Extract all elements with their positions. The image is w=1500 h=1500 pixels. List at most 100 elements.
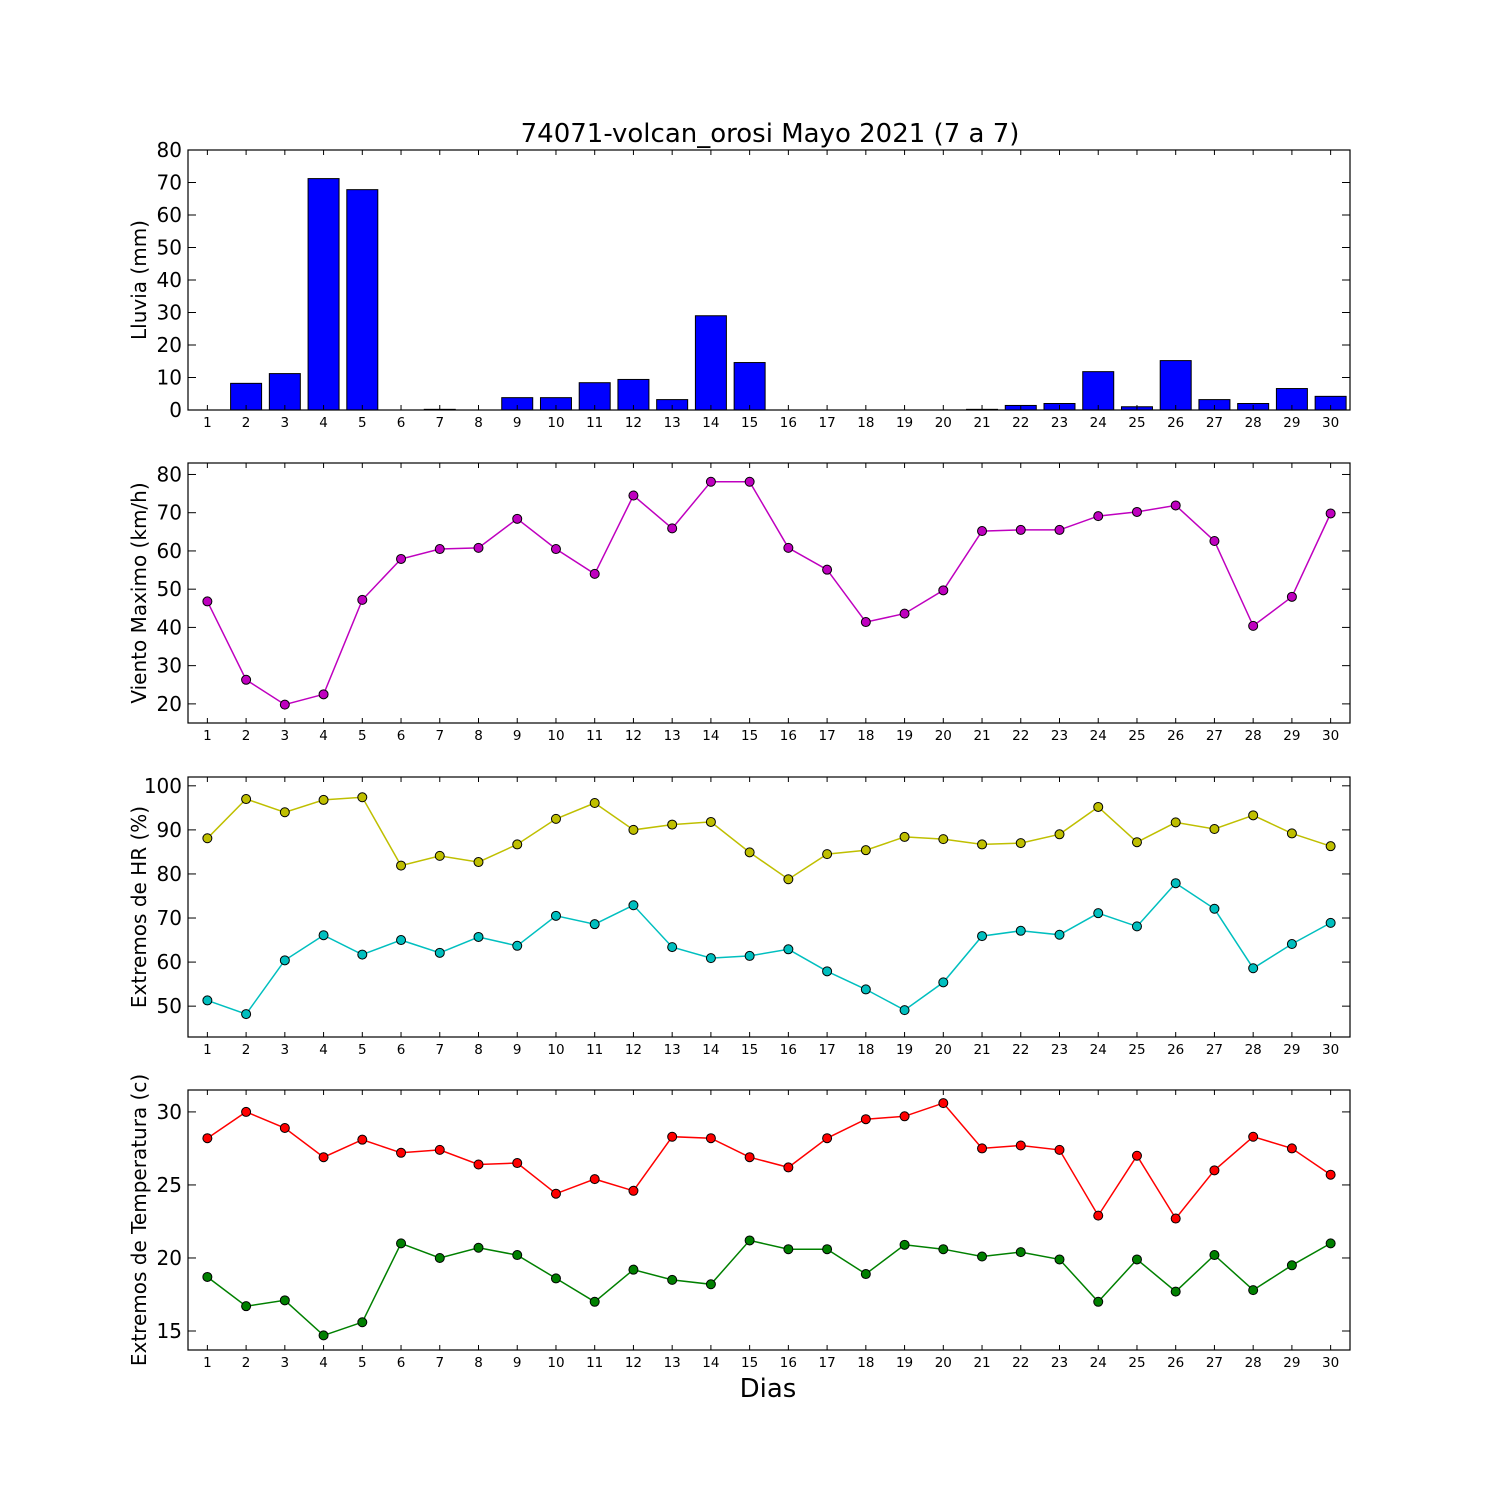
point-hr-series-2-day-1 [202,995,213,1006]
point-hr-series-1-day-24 [1093,801,1104,812]
point-hr-series-2-day-15 [744,950,755,961]
plot-frame-viento [187,462,1351,724]
point-temperatura-series-2-day-8 [473,1242,484,1253]
y-tick-label-lluvia-60: 60 [157,203,182,227]
point-temperatura-series-1-day-21 [977,1143,988,1154]
y-tick-label-viento-40: 40 [157,615,182,639]
x-tick-label-lluvia-10: 10 [547,415,564,431]
x-tick-label-lluvia-3: 3 [281,415,290,431]
x-axis-label: Dias [740,1374,797,1404]
point-hr-series-1-day-29 [1286,828,1297,839]
point-temperatura-series-1-day-25 [1131,1150,1142,1161]
x-tick-label-viento-5: 5 [358,728,367,744]
x-tick-label-hr-19: 19 [896,1042,913,1058]
point-hr-series-2-day-8 [473,931,484,942]
point-hr-series-2-day-30 [1325,917,1336,928]
point-hr-series-1-day-20 [938,834,949,845]
point-viento-series-1-day-23 [1054,524,1065,535]
point-temperatura-series-1-day-10 [550,1188,561,1199]
x-tick-label-lluvia-25: 25 [1128,415,1145,431]
x-tick-label-lluvia-23: 23 [1051,415,1068,431]
y-tick-label-hr-100: 100 [144,774,182,798]
point-temperatura-series-1-day-11 [589,1174,600,1185]
point-viento-series-1-day-27 [1209,536,1220,546]
x-tick-label-viento-23: 23 [1051,728,1068,744]
point-hr-series-1-day-14 [705,816,716,827]
x-tick-label-lluvia-14: 14 [702,415,719,431]
point-temperatura-series-2-day-22 [1015,1247,1026,1258]
x-tick-label-viento-17: 17 [819,728,836,744]
x-tick-label-lluvia-12: 12 [625,415,642,431]
point-hr-series-2-day-18 [860,984,871,995]
x-tick-label-hr-3: 3 [281,1042,290,1058]
line-hr-series-1 [206,796,1331,881]
x-tick-label-temperatura-27: 27 [1206,1355,1223,1371]
point-temperatura-series-2-day-3 [279,1295,290,1306]
x-tick-label-lluvia-9: 9 [513,415,522,431]
x-tick-label-temperatura-3: 3 [281,1355,290,1371]
x-tick-label-viento-11: 11 [586,728,603,744]
x-tick-label-hr-11: 11 [586,1042,603,1058]
point-temperatura-series-1-day-20 [938,1098,949,1109]
point-hr-series-1-day-10 [550,813,561,824]
panel-viento: 1 2 3 4 5 6 7 8 9 10 11 12 13 14 15 16 17 18 19 20 21 22 23 24 2… [127,462,1351,744]
point-viento-series-1-day-4 [318,689,329,700]
point-hr-series-2-day-29 [1286,939,1297,950]
chart-panels: 1 2 3 4 5 6 7 8 9 10 11 12 13 14 15 16 17 18 19 20 21 22 23 24 2… [127,138,1351,1371]
x-tick-label-viento-28: 28 [1245,728,1262,744]
y-tick-label-viento-60: 60 [157,539,182,563]
x-tick-label-viento-12: 12 [625,728,642,744]
bar-lluvia-day-4 [307,178,340,411]
point-hr-series-1-day-19 [899,831,910,842]
point-temperatura-series-1-day-28 [1248,1131,1259,1142]
point-viento-series-1-day-15 [744,476,755,487]
x-tick-label-lluvia-21: 21 [973,415,990,431]
x-tick-label-temperatura-25: 25 [1128,1355,1145,1371]
point-viento-series-1-day-18 [860,617,871,628]
x-tick-label-hr-18: 18 [857,1042,874,1058]
point-temperatura-series-1-day-3 [279,1122,290,1133]
point-hr-series-2-day-24 [1093,908,1104,919]
line-temperatura-series-2 [206,1239,1331,1337]
y-tick-label-hr-50: 50 [157,994,182,1018]
x-tick-label-lluvia-6: 6 [397,415,406,431]
point-viento-series-1-day-25 [1131,506,1142,517]
point-viento-series-1-day-19 [899,608,910,619]
y-tick-label-temperatura-20: 20 [157,1246,182,1270]
point-hr-series-1-day-16 [783,874,794,885]
point-temperatura-series-1-day-9 [512,1158,523,1169]
x-tick-label-viento-14: 14 [702,728,719,744]
point-temperatura-series-2-day-2 [241,1301,252,1312]
y-tick-label-viento-20: 20 [157,692,182,716]
point-viento-series-1-day-11 [589,568,600,579]
x-tick-label-viento-13: 13 [664,728,681,744]
point-hr-series-2-day-16 [783,944,794,955]
point-temperatura-series-2-day-5 [357,1317,368,1328]
point-temperatura-series-1-day-1 [202,1133,213,1144]
point-temperatura-series-1-day-29 [1286,1143,1297,1154]
x-tick-label-hr-24: 24 [1090,1042,1107,1058]
point-hr-series-1-day-5 [357,792,368,803]
point-viento-series-1-day-2 [241,674,252,685]
point-viento-series-1-day-5 [357,594,368,605]
point-hr-series-1-day-4 [318,794,329,805]
y-axis-label-lluvia: Lluvia (mm) [127,220,151,340]
x-tick-label-temperatura-2: 2 [242,1355,251,1371]
chart-title: 74071-volcan_orosi Mayo 2021 (7 a 7) [521,119,1020,149]
point-hr-series-2-day-20 [938,977,949,988]
x-tick-label-lluvia-7: 7 [435,415,444,431]
x-tick-label-viento-24: 24 [1090,728,1107,744]
x-tick-label-viento-4: 4 [319,728,328,744]
bar-lluvia-day-26 [1159,360,1192,411]
x-tick-label-temperatura-28: 28 [1245,1355,1262,1371]
point-viento-series-1-day-26 [1170,500,1181,511]
y-tick-label-lluvia-50: 50 [157,236,182,260]
x-tick-label-temperatura-21: 21 [973,1355,990,1371]
x-tick-label-temperatura-8: 8 [474,1355,483,1371]
x-tick-label-lluvia-11: 11 [586,415,603,431]
point-temperatura-series-1-day-8 [473,1159,484,1170]
plot-frame-hr [187,776,1351,1038]
point-hr-series-2-day-2 [241,1009,252,1020]
point-hr-series-2-day-17 [822,966,833,977]
x-tick-label-lluvia-20: 20 [935,415,952,431]
